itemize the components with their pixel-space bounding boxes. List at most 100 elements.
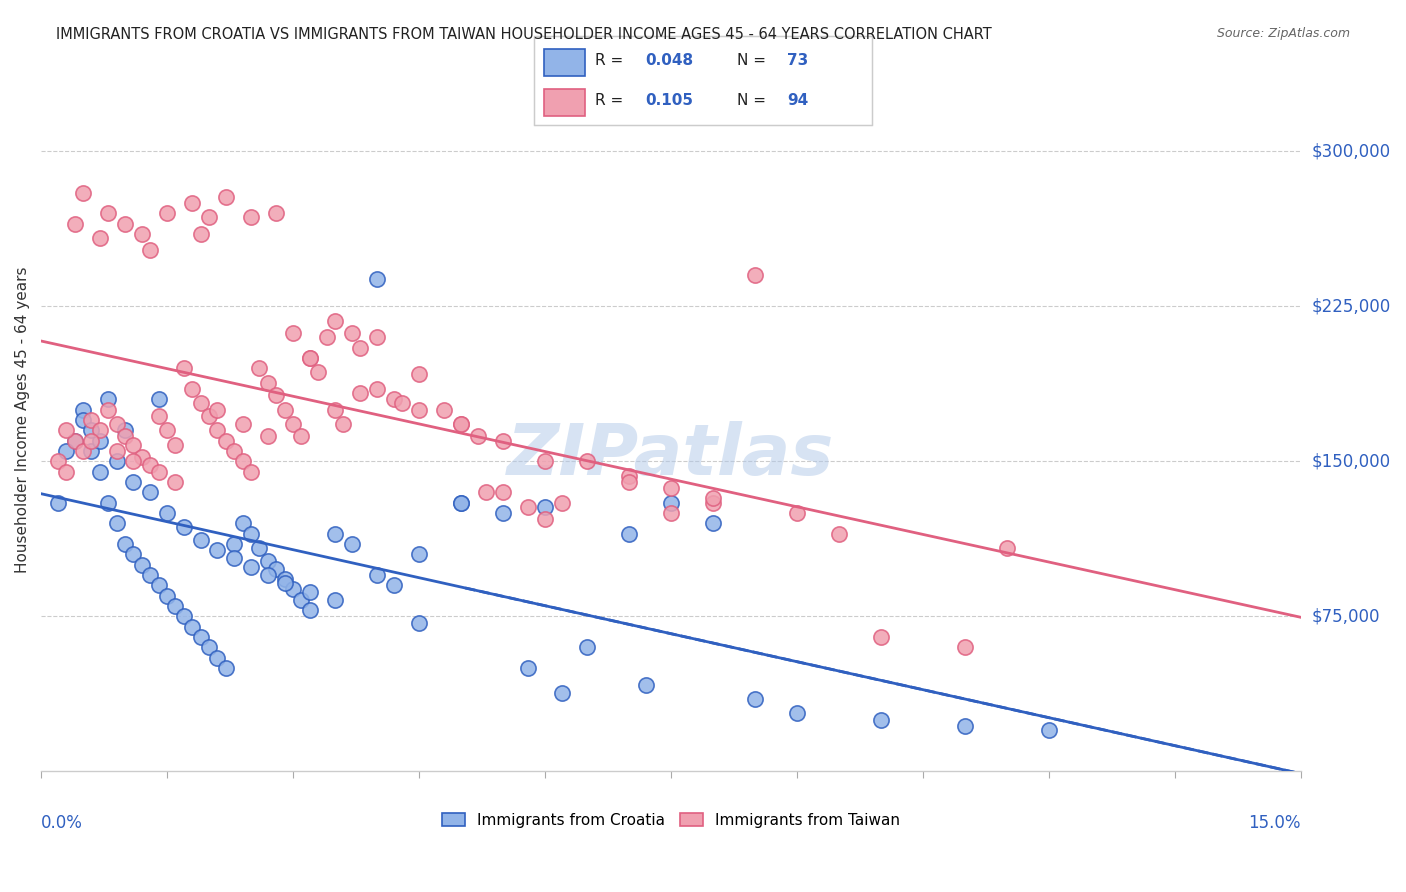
Point [467, 429, 489, 443]
Point [224, 444, 246, 458]
Point [46, 495, 69, 509]
Point [256, 429, 278, 443]
Text: $300,000: $300,000 [1312, 142, 1391, 161]
Point [450, 495, 472, 509]
Point [634, 677, 657, 691]
Point [198, 640, 221, 655]
Point [232, 417, 254, 431]
Point [517, 661, 540, 675]
Point [995, 541, 1018, 555]
Text: 0.0%: 0.0% [41, 814, 83, 831]
Point [323, 526, 346, 541]
Point [492, 506, 515, 520]
Text: 15.0%: 15.0% [1249, 814, 1301, 831]
Point [340, 326, 363, 340]
Point [89, 434, 111, 448]
Point [105, 444, 128, 458]
Point [475, 485, 498, 500]
Point [215, 434, 238, 448]
Point [139, 485, 162, 500]
Point [240, 465, 263, 479]
Point [131, 450, 153, 464]
Point [450, 495, 472, 509]
Point [702, 491, 724, 506]
Point [273, 576, 295, 591]
Point [97, 392, 120, 407]
Point [139, 568, 162, 582]
Point [122, 547, 145, 561]
Point [89, 423, 111, 437]
Point [617, 526, 640, 541]
Point [382, 578, 405, 592]
Point [190, 533, 212, 547]
Point [323, 592, 346, 607]
Point [617, 475, 640, 489]
Point [315, 330, 337, 344]
Point [953, 719, 976, 733]
Point [256, 376, 278, 390]
Point [298, 351, 321, 365]
Point [256, 568, 278, 582]
Point [114, 217, 136, 231]
Point [97, 402, 120, 417]
Text: 94: 94 [787, 94, 808, 108]
Point [114, 423, 136, 437]
Point [281, 417, 304, 431]
Point [264, 206, 287, 220]
Point [249, 541, 271, 555]
Point [72, 186, 94, 200]
Point [215, 189, 238, 203]
Point [366, 272, 388, 286]
Point [281, 326, 304, 340]
Point [450, 417, 472, 431]
Point [55, 423, 77, 437]
Point [332, 417, 354, 431]
Point [181, 382, 204, 396]
Point [366, 330, 388, 344]
Point [264, 388, 287, 402]
Point [340, 537, 363, 551]
Point [232, 516, 254, 531]
Text: $75,000: $75,000 [1312, 607, 1381, 625]
Point [953, 640, 976, 655]
Point [702, 495, 724, 509]
Point [105, 516, 128, 531]
Text: $225,000: $225,000 [1312, 297, 1391, 315]
Point [240, 211, 263, 225]
FancyBboxPatch shape [544, 89, 585, 116]
Point [46, 454, 69, 468]
Point [80, 413, 103, 427]
Point [323, 402, 346, 417]
Point [148, 409, 170, 423]
Point [349, 341, 371, 355]
Point [72, 413, 94, 427]
Point [72, 402, 94, 417]
Point [105, 417, 128, 431]
Point [492, 434, 515, 448]
Point [659, 495, 682, 509]
Point [72, 444, 94, 458]
Point [80, 434, 103, 448]
Point [290, 592, 312, 607]
Point [139, 458, 162, 473]
Point [97, 495, 120, 509]
Point [273, 572, 295, 586]
Point [139, 244, 162, 258]
Point [391, 396, 413, 410]
Point [165, 599, 187, 613]
Text: 0.048: 0.048 [645, 54, 693, 68]
Point [1038, 723, 1060, 737]
Point [659, 506, 682, 520]
Text: N =: N = [737, 54, 770, 68]
Point [207, 402, 229, 417]
Point [534, 454, 557, 468]
FancyBboxPatch shape [544, 49, 585, 76]
Text: $150,000: $150,000 [1312, 452, 1391, 470]
Point [408, 615, 430, 630]
Point [617, 468, 640, 483]
Point [450, 417, 472, 431]
Point [156, 589, 179, 603]
Text: R =: R = [595, 94, 628, 108]
Point [786, 506, 808, 520]
Point [198, 409, 221, 423]
